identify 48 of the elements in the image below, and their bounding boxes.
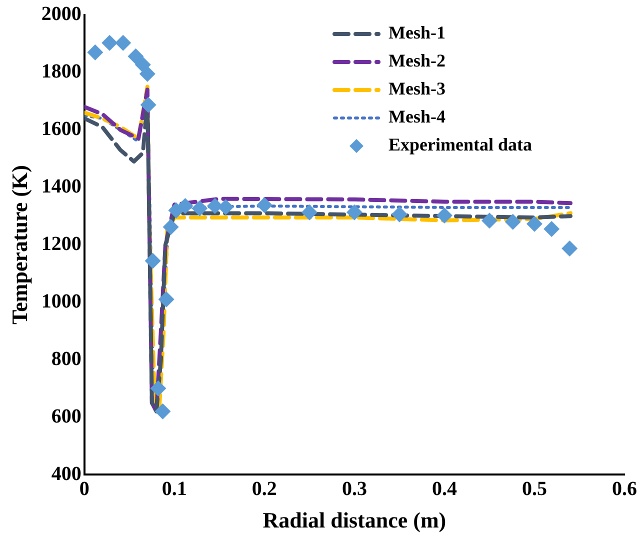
point xyxy=(504,214,521,230)
point xyxy=(144,252,161,269)
x-tick-label: 0.6 xyxy=(612,478,637,500)
y-tick-label: 1800 xyxy=(41,60,82,83)
point xyxy=(256,197,272,214)
point xyxy=(154,403,171,420)
y-tick-label: 1600 xyxy=(41,118,82,140)
point xyxy=(562,240,578,257)
legend-label: Mesh-1 xyxy=(388,22,446,43)
point xyxy=(150,380,166,396)
point xyxy=(346,204,362,220)
x-axis-title: Radial distance (m) xyxy=(262,507,446,532)
legend-label: Mesh-4 xyxy=(388,106,446,127)
x-tick-label: 0 xyxy=(79,478,90,500)
point xyxy=(177,198,194,214)
point xyxy=(526,216,542,232)
point xyxy=(436,208,452,224)
x-tick-label: 0.4 xyxy=(432,478,457,500)
y-tick-label: 400 xyxy=(51,462,82,485)
point xyxy=(301,204,318,220)
point xyxy=(481,212,498,229)
point xyxy=(140,96,156,113)
y-tick-label: 600 xyxy=(51,405,82,428)
point xyxy=(391,206,408,222)
y-tick-label: 1400 xyxy=(41,176,82,198)
point xyxy=(158,291,174,308)
y-tick-label: 800 xyxy=(51,348,82,370)
x-tick-label: 0.1 xyxy=(162,478,187,500)
y-tick-label: 1200 xyxy=(41,232,82,255)
y-axis-title: Temperature (K) xyxy=(6,165,32,325)
point xyxy=(139,66,156,82)
x-tick-label: 0.5 xyxy=(522,478,547,500)
y-tick-label: 1000 xyxy=(41,290,82,312)
point xyxy=(544,221,560,237)
point xyxy=(218,199,234,216)
point xyxy=(102,34,118,51)
legend-label: Experimental data xyxy=(388,134,532,155)
point xyxy=(206,198,223,214)
point xyxy=(115,34,132,51)
y-tick-label: 2000 xyxy=(41,3,82,26)
point xyxy=(192,200,208,216)
legend-label: Mesh-2 xyxy=(388,50,446,71)
x-tick-label: 0.2 xyxy=(252,478,277,500)
x-tick-label: 0.3 xyxy=(342,478,367,500)
point xyxy=(128,48,144,64)
legend-label: Mesh-3 xyxy=(388,78,446,99)
point xyxy=(87,44,104,60)
point xyxy=(162,218,179,235)
